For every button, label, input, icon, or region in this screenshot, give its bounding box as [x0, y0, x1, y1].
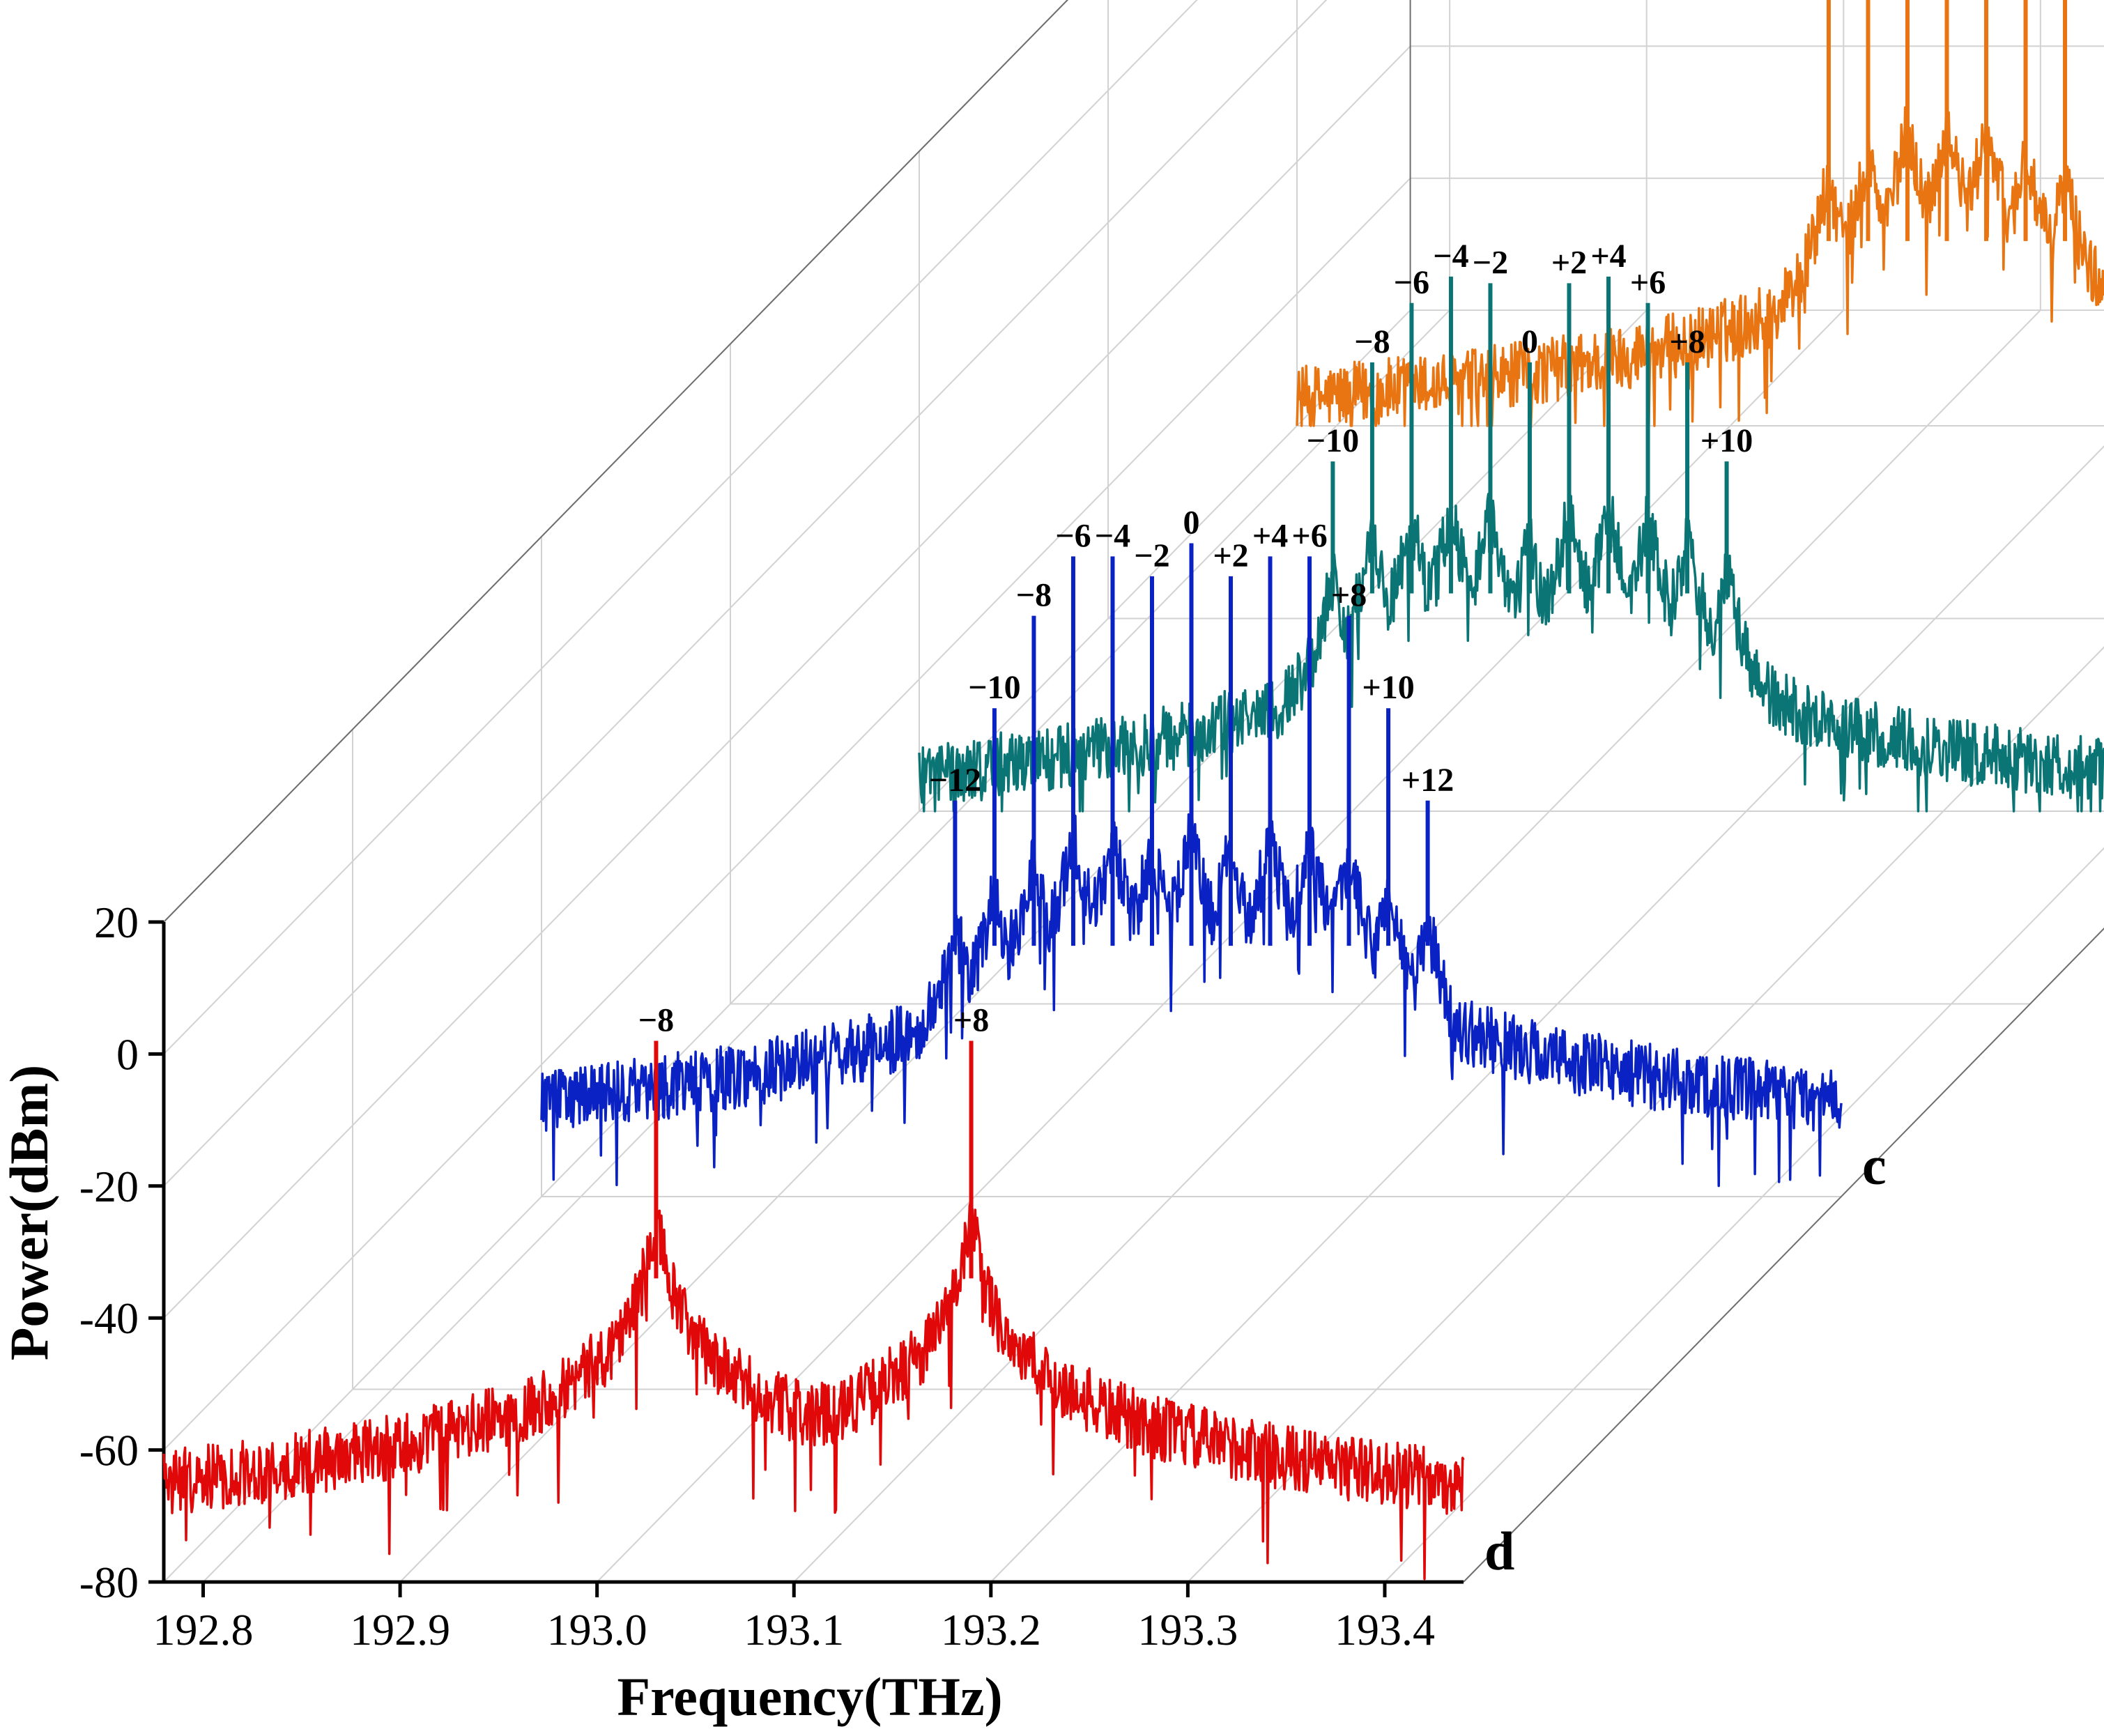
peak-label-b: +10 [1700, 422, 1753, 459]
grid-line [163, 309, 1411, 1583]
peak-label-b: −4 [1433, 238, 1468, 275]
peak-label-c: −10 [968, 669, 1020, 706]
x-tick-label: 193.4 [1335, 1605, 1435, 1654]
axis-layer: -80 -60 -40 -20 0 20 192.8 192.9 193.0 193.1 193.2… [79, 898, 1464, 1654]
grid-line [163, 45, 1411, 1319]
box-edge [163, 0, 1069, 923]
peak-label-b: +2 [1551, 244, 1587, 281]
y-tick-label: 0 [116, 1029, 139, 1079]
y-tick-label: -20 [79, 1162, 139, 1211]
peak-label-b: −10 [1307, 422, 1359, 459]
peak-label-c: +2 [1213, 537, 1248, 574]
peak-label-c: +6 [1291, 517, 1327, 554]
peak-label-c: −2 [1134, 537, 1169, 574]
peak-label-b: +4 [1590, 238, 1626, 275]
peak-label-c: −8 [1016, 577, 1052, 614]
grid-line [163, 0, 1198, 1055]
grid-line [990, 445, 2104, 1583]
y-tick-label: -40 [79, 1293, 139, 1343]
grid-line [1384, 847, 2104, 1583]
y-tick-label: 20 [94, 898, 139, 947]
peak-label-c: 0 [1183, 504, 1200, 541]
label-layer: −6−4−20+2+4+6a−10−8−6−4−20+2+4+6+8+10b−1… [638, 238, 1887, 1581]
peak-label-c: −4 [1095, 517, 1130, 554]
peak-label-c: +8 [1331, 577, 1367, 614]
peak-label-d: −8 [638, 1001, 674, 1038]
box-edge [1463, 927, 2104, 1583]
peak-label-c: −12 [929, 762, 981, 799]
peak-label-d: +8 [953, 1001, 989, 1038]
peak-label-c: +12 [1402, 762, 1454, 799]
x-tick-label: 192.9 [350, 1605, 450, 1654]
peak-label-c: −6 [1055, 517, 1091, 554]
peak-label-c: +10 [1362, 669, 1414, 706]
peak-label-b: 0 [1521, 323, 1538, 360]
y-axis-title: Power(dBm) [0, 1065, 59, 1361]
grid-line [163, 0, 1069, 923]
y-tick-label: -60 [79, 1426, 139, 1475]
peak-label-b: +6 [1630, 264, 1666, 301]
peak-label-b: −8 [1354, 323, 1390, 360]
grid-line [202, 309, 1450, 1583]
peak-label-b: −6 [1394, 264, 1429, 301]
trace-d [162, 1201, 1465, 1581]
x-tick-label: 192.8 [153, 1605, 254, 1654]
x-tick-label: 193.0 [547, 1605, 647, 1654]
x-axis-title: Frequency(THz) [617, 1666, 1002, 1727]
trace-label-d: d [1484, 1521, 1514, 1581]
trace-layer [162, 0, 2104, 1581]
x-tick-label: 193.1 [744, 1605, 844, 1654]
peak-label-c: +4 [1252, 517, 1288, 554]
grid-line [1187, 646, 2104, 1583]
grid-line [163, 0, 1328, 1187]
peak-label-b: +8 [1669, 323, 1705, 360]
y-tick-label: -80 [79, 1558, 139, 1607]
trace-label-c: c [1862, 1135, 1887, 1196]
peak-label-b: −2 [1473, 244, 1508, 281]
x-tick-label: 193.3 [1137, 1605, 1238, 1654]
grid-line [399, 309, 1648, 1583]
x-tick-label: 193.2 [941, 1605, 1041, 1654]
grid-line [163, 178, 1411, 1451]
